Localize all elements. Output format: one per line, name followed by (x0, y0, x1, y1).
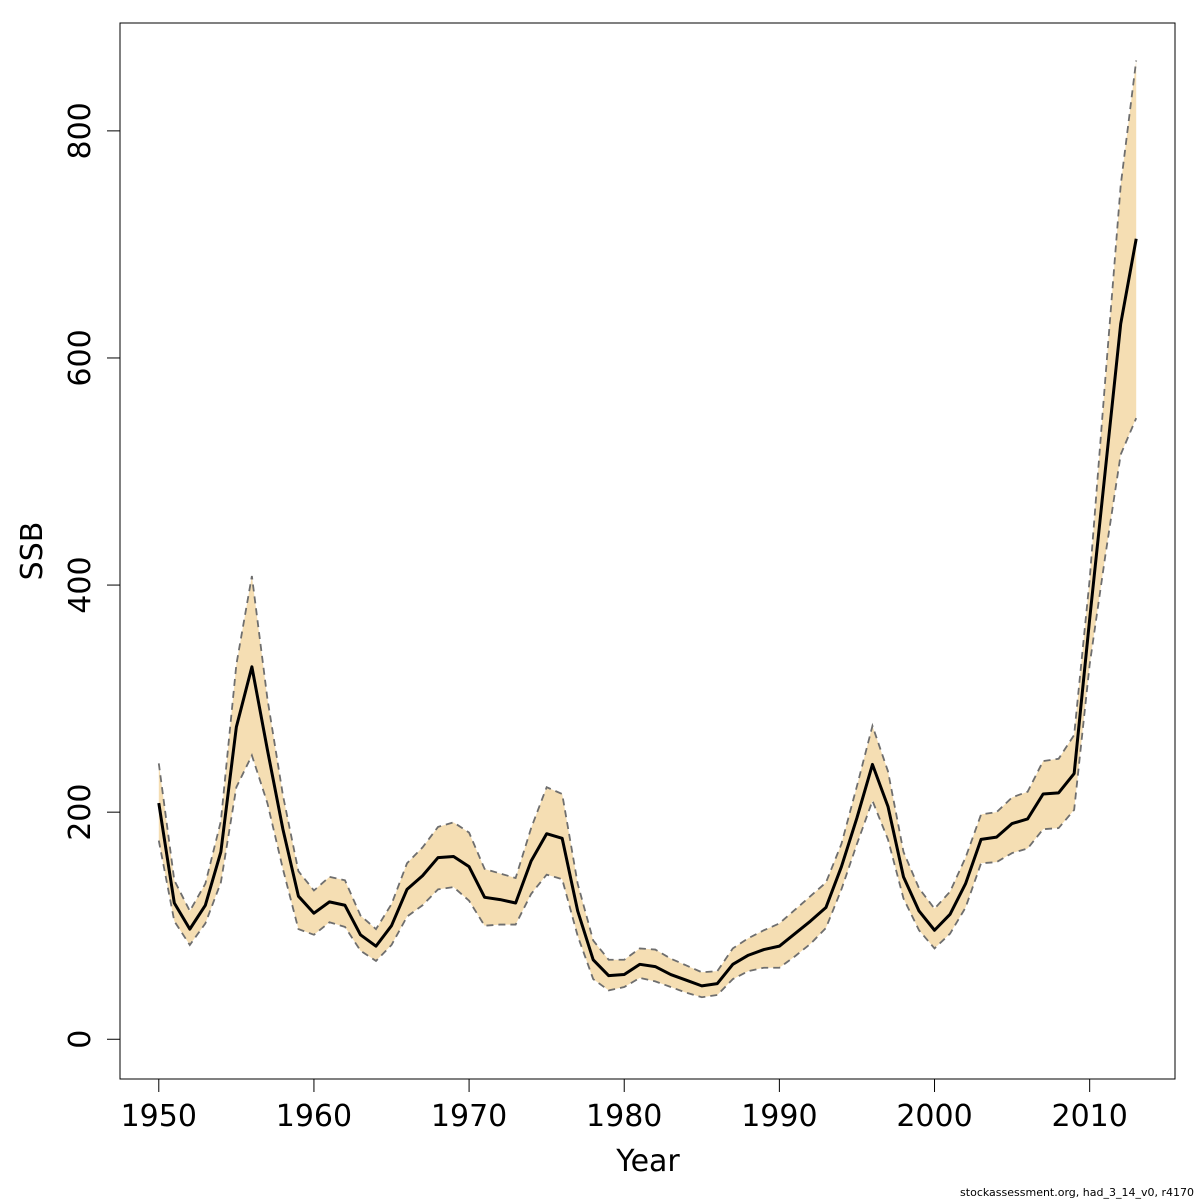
confidence-band (158, 60, 1137, 998)
footer-credit: stockassessment.org, had_3_14_v0, r4170 (960, 1186, 1194, 1199)
y-tick-label: 800 (63, 102, 98, 159)
x-tick-label: 1990 (741, 1099, 817, 1134)
y-tick-label: 400 (63, 556, 98, 613)
upper-bound-line (157, 60, 1138, 974)
x-tick-label: 1980 (586, 1099, 662, 1134)
y-axis-title: SSB (15, 522, 50, 581)
confidence-band-layer (158, 60, 1137, 998)
y-tick-label: 600 (63, 329, 98, 386)
x-tick-label: 2000 (896, 1099, 972, 1134)
x-tick-label: 1960 (276, 1099, 352, 1134)
x-axis: 1950 1960 1970 1980 1990 2000 2010 (121, 1078, 1128, 1134)
x-tick-label: 1970 (431, 1099, 507, 1134)
series-line-layer (157, 60, 1138, 999)
y-axis: 0 200 400 600 800 (63, 102, 121, 1049)
lower-bound-line (157, 417, 1138, 999)
x-axis-title: Year (615, 1144, 680, 1179)
plot-frame (119, 22, 1176, 1080)
ssb-estimate-line (157, 238, 1138, 988)
x-tick-label: 1950 (121, 1099, 197, 1134)
y-tick-label: 200 (63, 784, 98, 841)
x-tick-label: 2010 (1051, 1099, 1127, 1134)
y-tick-label: 0 (63, 1030, 98, 1049)
